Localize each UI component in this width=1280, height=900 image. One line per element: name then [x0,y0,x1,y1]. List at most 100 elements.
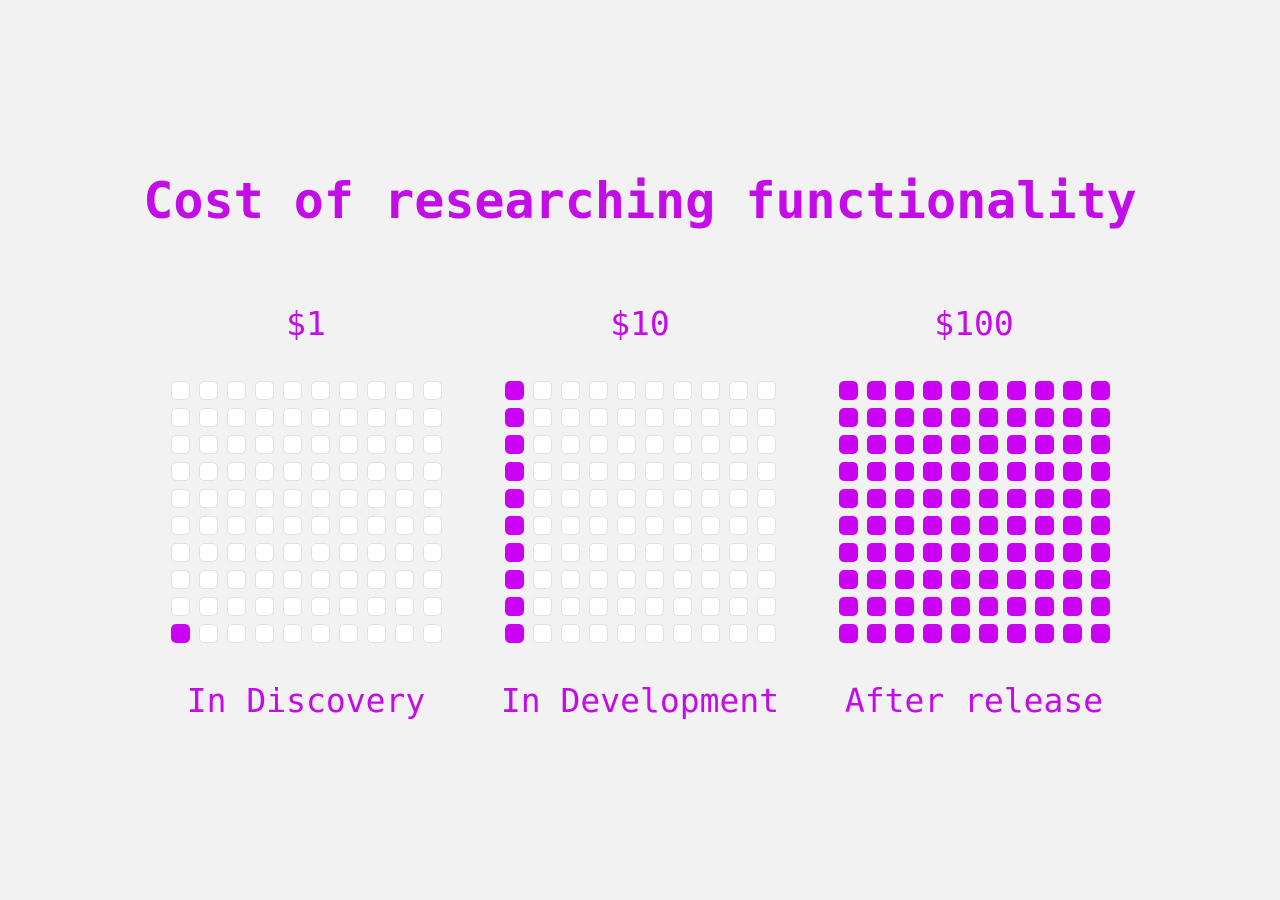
waffle-cell-filled [894,408,914,427]
waffle-cell-filled [1034,408,1054,427]
waffle-cell-empty [394,543,414,562]
waffle-cell-filled [838,543,858,562]
waffle-cell-filled [504,624,524,643]
waffle-cell-empty [310,381,330,400]
waffle-cell-filled [504,543,524,562]
waffle-cell-empty [616,624,636,643]
waffle-cell-empty [616,597,636,616]
waffle-grid-after-release [838,381,1110,643]
waffle-cell-empty [532,543,552,562]
waffle-cell-filled [894,381,914,400]
waffle-cell-filled [950,489,970,508]
waffle-cell-filled [894,435,914,454]
waffle-cell-filled [504,597,524,616]
waffle-cell-empty [338,570,358,589]
waffle-cell-empty [254,570,274,589]
waffle-cell-filled [1090,570,1110,589]
waffle-cell-filled [866,516,886,535]
waffle-cell-filled [1006,381,1026,400]
waffle-cell-empty [394,462,414,481]
waffle-cell-empty [170,516,190,535]
waffle-cell-empty [728,489,748,508]
waffle-cell-empty [728,624,748,643]
waffle-cell-filled [894,543,914,562]
waffle-cell-empty [560,381,580,400]
waffle-cell-empty [644,543,664,562]
waffle-cell-empty [198,408,218,427]
waffle-cell-filled [950,543,970,562]
waffle-cell-empty [560,570,580,589]
waffle-grid-discovery [170,381,442,643]
waffle-cell-empty [560,489,580,508]
waffle-cell-empty [560,408,580,427]
waffle-cell-filled [504,408,524,427]
waffle-cell-filled [1090,462,1110,481]
waffle-cell-filled [1062,408,1082,427]
waffle-cell-empty [672,408,692,427]
waffle-cell-filled [950,435,970,454]
waffle-cell-empty [422,516,442,535]
waffle-cell-empty [254,381,274,400]
waffle-cell-empty [616,462,636,481]
waffle-cell-empty [338,462,358,481]
waffle-cell-empty [310,543,330,562]
waffle-cell-empty [700,624,720,643]
waffle-cell-empty [756,435,776,454]
waffle-cell-filled [504,462,524,481]
waffle-cell-empty [366,381,386,400]
waffle-cell-filled [978,381,998,400]
waffle-cell-empty [700,435,720,454]
waffle-cell-empty [338,381,358,400]
stage-label-development: In Development [500,681,780,720]
waffle-cell-empty [226,435,246,454]
waffle-cell-filled [894,624,914,643]
waffle-cell-empty [422,408,442,427]
waffle-cell-empty [700,516,720,535]
waffle-cell-filled [950,597,970,616]
waffle-cell-empty [700,381,720,400]
waffle-cell-empty [644,435,664,454]
waffle-cell-filled [838,381,858,400]
waffle-cell-empty [366,516,386,535]
waffle-cell-filled [504,435,524,454]
waffle-cell-empty [170,489,190,508]
waffle-cell-empty [422,381,442,400]
waffle-cell-filled [978,516,998,535]
waffle-cell-filled [978,597,998,616]
waffle-cell-filled [922,570,942,589]
waffle-cell-empty [282,570,302,589]
waffle-cell-empty [616,408,636,427]
waffle-cell-filled [1062,381,1082,400]
waffle-cell-empty [226,489,246,508]
waffle-cell-filled [950,462,970,481]
waffle-cell-filled [838,408,858,427]
waffle-cell-empty [170,435,190,454]
cost-label-discovery: $1 [286,304,326,343]
waffle-cell-filled [1006,516,1026,535]
waffle-cell-empty [728,435,748,454]
waffle-cell-empty [560,516,580,535]
chart-title: Cost of researching functionality [143,172,1137,230]
waffle-cell-empty [198,597,218,616]
waffle-cell-filled [950,516,970,535]
waffle-cell-empty [588,570,608,589]
waffle-cell-empty [170,381,190,400]
waffle-cell-empty [338,408,358,427]
waffle-cell-empty [226,597,246,616]
waffle-cell-empty [560,543,580,562]
waffle-cell-empty [394,381,414,400]
waffle-cell-filled [838,597,858,616]
waffle-cell-filled [866,570,886,589]
waffle-cell-empty [672,543,692,562]
waffle-cell-filled [922,408,942,427]
waffle-cell-filled [922,516,942,535]
waffle-cell-filled [950,408,970,427]
waffle-cell-empty [366,408,386,427]
waffle-cell-empty [644,516,664,535]
waffle-cell-filled [838,624,858,643]
waffle-cell-filled [1034,597,1054,616]
waffle-cell-empty [366,570,386,589]
waffle-cell-empty [198,489,218,508]
waffle-cell-empty [560,462,580,481]
waffle-cell-empty [672,597,692,616]
